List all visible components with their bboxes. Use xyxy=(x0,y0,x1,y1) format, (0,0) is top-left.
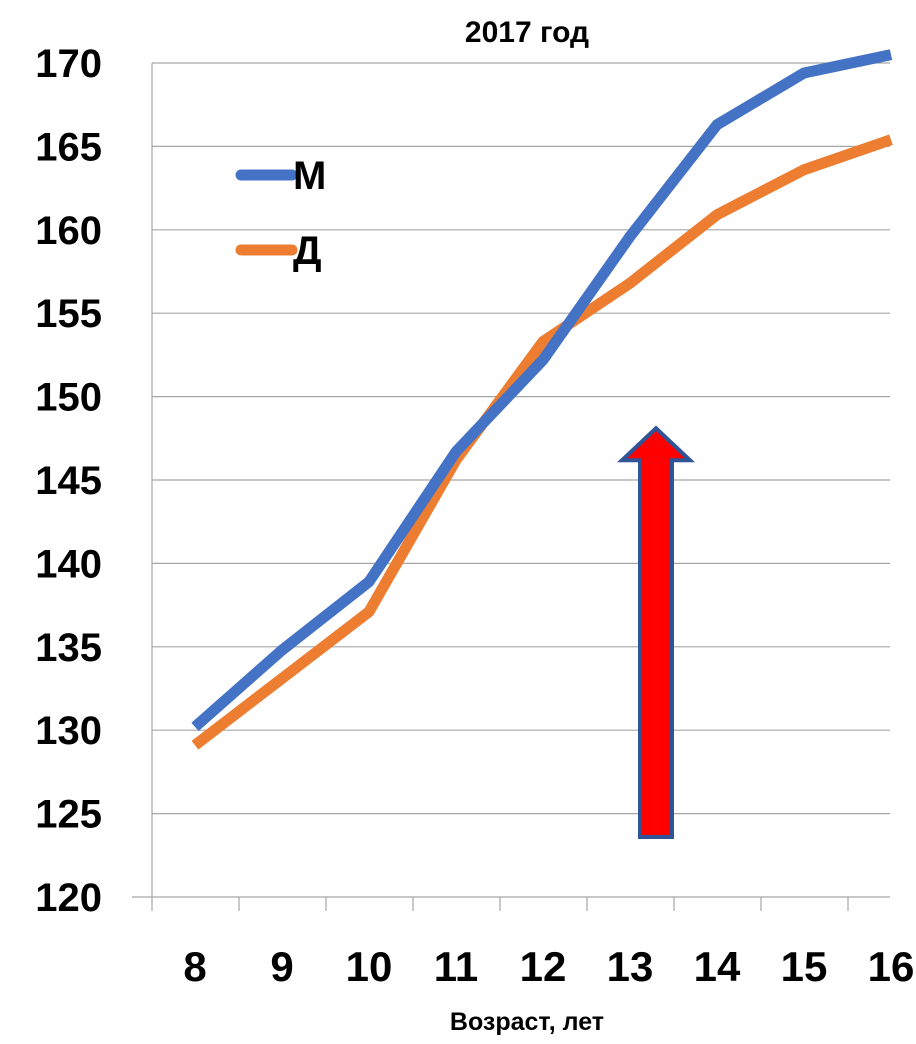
x-tick-label: 15 xyxy=(781,943,828,990)
x-tick-label: 9 xyxy=(270,943,293,990)
x-axis-tick-labels: 8 9 10 11 12 13 14 15 16 xyxy=(183,943,914,990)
y-tick-label: 150 xyxy=(35,376,102,420)
legend-label-1: Д xyxy=(293,229,322,273)
series-line-1 xyxy=(191,134,893,750)
x-tick-label: 12 xyxy=(520,943,567,990)
y-tick-label: 130 xyxy=(35,709,102,753)
legend-label-0: М xyxy=(293,154,326,198)
y-tick-label: 135 xyxy=(35,626,102,670)
y-tick-label: 160 xyxy=(35,209,102,253)
x-tick-label: 16 xyxy=(868,943,915,990)
y-tick-label: 125 xyxy=(35,793,102,837)
y-tick-label: 155 xyxy=(35,292,102,336)
series-lines xyxy=(191,49,893,750)
y-tick-label: 120 xyxy=(35,876,102,920)
x-tick-label: 11 xyxy=(434,943,478,990)
up-arrow-icon xyxy=(616,425,696,839)
grid-lines xyxy=(151,62,890,897)
series-line-0 xyxy=(191,49,893,731)
x-tick-label: 13 xyxy=(607,943,654,990)
legend: МД xyxy=(235,154,326,273)
x-axis xyxy=(132,896,890,911)
annotation-arrow xyxy=(616,425,696,839)
y-tick-label: 165 xyxy=(35,125,102,169)
x-tick-label: 14 xyxy=(694,943,741,990)
x-axis-title: Возраст, лет xyxy=(450,1008,604,1036)
x-tick-label: 8 xyxy=(183,943,206,990)
chart-title: 2017 год xyxy=(465,16,589,49)
y-tick-label: 145 xyxy=(35,459,102,503)
y-tick-label: 170 xyxy=(35,42,102,86)
y-axis-tick-labels: 120 125 130 135 140 145 150 155 160 165 170 xyxy=(35,42,102,920)
y-tick-label: 140 xyxy=(35,542,102,586)
x-tick-label: 10 xyxy=(346,943,393,990)
